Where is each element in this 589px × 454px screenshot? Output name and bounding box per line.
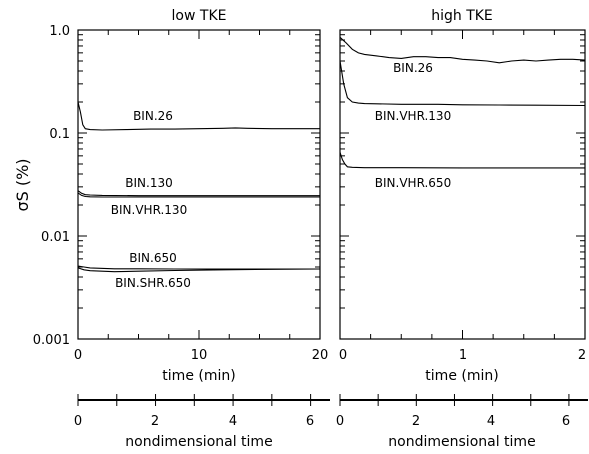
panel-title-high-tke: high TKE	[431, 8, 493, 24]
right-nd-axis-label: nondimensional time	[388, 434, 535, 450]
right-nd-tick-label-6: 6	[562, 414, 570, 429]
panel-title-low-tke: low TKE	[172, 8, 227, 24]
label-bin-130-low: BIN.130	[125, 176, 172, 190]
left-nd-axis-label: nondimensional time	[125, 434, 272, 450]
label-bin-vhr-130-high: BIN.VHR.130	[375, 109, 451, 123]
right-nondimensional-axis	[339, 394, 588, 406]
label-bin-vhr-650-high: BIN.VHR.650	[375, 176, 451, 190]
y-tick-label-0.1: 0.1	[49, 127, 70, 142]
right-plot-frame	[339, 29, 586, 340]
label-bin-26-low: BIN.26	[133, 109, 173, 123]
panel-high-tke: high TKE 0 1 2 time (min) BIN.26 BIN.VHR…	[336, 8, 588, 450]
left-series-group	[77, 101, 321, 273]
left-nd-tick-label-6: 6	[306, 414, 314, 429]
left-x-tick-label-20: 20	[312, 348, 329, 363]
right-x-tick-label-0: 0	[339, 348, 347, 363]
series-line-high-0	[339, 36, 586, 64]
panel-low-tke: low TKE 1.0 0.1 0.01 0.001 0 10 20 time …	[33, 8, 330, 450]
right-x-axis-label: time (min)	[425, 368, 498, 384]
left-nd-tick-label-4: 4	[229, 414, 237, 429]
right-nd-tick-label-0: 0	[336, 414, 344, 429]
label-bin-vhr-130-low: BIN.VHR.130	[111, 203, 187, 217]
left-nd-tick-label-0: 0	[74, 414, 82, 429]
right-nd-tick-label-4: 4	[487, 414, 495, 429]
series-line-low-3	[77, 265, 320, 270]
left-x-axis-label: time (min)	[162, 368, 235, 384]
label-bin-650-low: BIN.650	[129, 251, 176, 265]
right-x-tick-label-2: 2	[578, 348, 586, 363]
left-nd-tick-label-2: 2	[151, 414, 159, 429]
series-line-low-2	[77, 192, 320, 198]
series-line-low-4	[77, 267, 321, 273]
left-ticks	[77, 30, 321, 340]
left-x-tick-label-10: 10	[191, 348, 208, 363]
left-plot-frame	[77, 29, 321, 340]
y-tick-label-0.01: 0.01	[41, 230, 70, 245]
y-axis-label: σS (%)	[13, 158, 32, 211]
series-line-low-0	[77, 101, 320, 131]
right-x-tick-label-1: 1	[459, 348, 467, 363]
series-line-low-1	[77, 190, 320, 197]
y-tick-label-1.0: 1.0	[49, 24, 70, 39]
series-line-high-2	[339, 152, 585, 169]
right-nd-tick-label-2: 2	[412, 414, 420, 429]
label-bin-26-high: BIN.26	[393, 61, 433, 75]
label-bin-shr-650-low: BIN.SHR.650	[115, 276, 191, 290]
right-series-group	[339, 36, 586, 169]
series-line-high-1	[339, 60, 586, 107]
left-nondimensional-axis	[77, 394, 330, 406]
left-x-tick-label-0: 0	[74, 348, 82, 363]
y-tick-label-0.001: 0.001	[33, 333, 70, 348]
